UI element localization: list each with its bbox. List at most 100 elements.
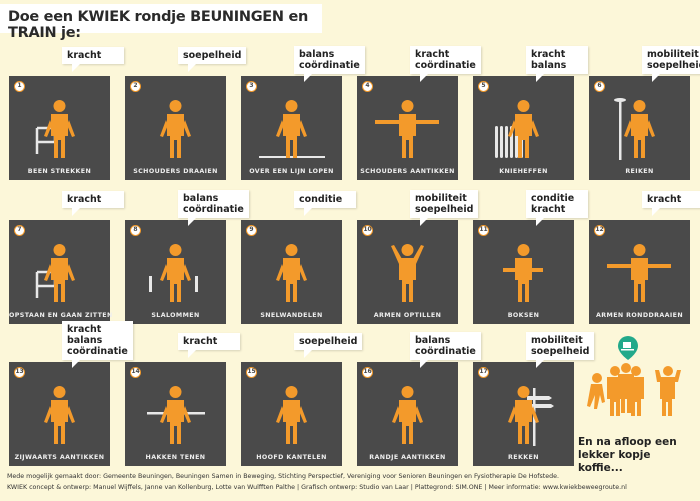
exercise-number: 11 xyxy=(478,225,489,236)
exercise-card: 15 HOOFD KANTELEN xyxy=(241,362,342,466)
benefit-bubble: soepelheid xyxy=(178,47,247,72)
exercise-number: 13 xyxy=(14,367,25,378)
exercise-number: 3 xyxy=(246,81,257,92)
exercise-label: RANDJE AANTIKKEN xyxy=(369,454,446,461)
exercise-card: 3 OVER EEN LIJN LOPEN xyxy=(241,76,342,180)
benefit-tag: kracht xyxy=(183,336,218,347)
exercise-card: 12 ARMEN RONDDRAAIEN xyxy=(589,220,690,324)
person-sit-stand-icon xyxy=(9,234,110,306)
benefit-bubble: kracht xyxy=(178,333,240,358)
benefit-bubble: balans coördinatie xyxy=(178,190,249,226)
exercise-label: REKKEN xyxy=(508,454,539,461)
benefit-bubble: mobiliteit soepelheid xyxy=(642,46,700,82)
benefit-bubble: kracht xyxy=(642,191,700,216)
benefit-tag: kracht xyxy=(67,50,102,61)
benefit-tag: soepelheid xyxy=(299,336,358,347)
exercise-card: 11 BOKSEN xyxy=(473,220,574,324)
person-side-tap-icon xyxy=(9,376,110,448)
exercise-card: 4 SCHOUDERS AANTIKKEN xyxy=(357,76,458,180)
benefit-tag: balans xyxy=(183,193,219,204)
benefit-bubble: kracht balans xyxy=(526,46,588,82)
benefit-tag: balans xyxy=(415,335,451,346)
benefit-tag: conditie xyxy=(531,193,575,204)
exercise-label: ZIJWAARTS AANTIKKEN xyxy=(14,454,105,461)
benefit-tag: conditie xyxy=(299,194,343,205)
footer-design-info: KWIEK concept & ontwerp: Manuel Wijffels… xyxy=(7,484,627,491)
person-head-tilt-icon xyxy=(241,376,342,448)
exercise-card: 5 KNIEHEFFEN xyxy=(473,76,574,180)
benefit-tag: mobiliteit xyxy=(647,49,699,60)
benefit-tag: coördinatie xyxy=(415,346,476,357)
benefit-tag: kracht xyxy=(67,194,102,205)
exercise-label: SCHOUDERS AANTIKKEN xyxy=(360,168,455,175)
exercise-card: 13 ZIJWAARTS AANTIKKEN xyxy=(9,362,110,466)
exercise-number: 2 xyxy=(130,81,141,92)
exercise-number: 7 xyxy=(14,225,25,236)
benefit-tag: kracht xyxy=(67,324,102,335)
exercise-label: REIKEN xyxy=(625,168,654,175)
exercise-card: 16 RANDJE AANTIKKEN xyxy=(357,362,458,466)
exercise-number: 1 xyxy=(14,81,25,92)
person-heel-toe-icon xyxy=(125,376,226,448)
person-arms-out-icon xyxy=(357,90,458,162)
person-boxing-icon xyxy=(473,234,574,306)
exercise-number: 16 xyxy=(362,367,373,378)
person-knee-lift-icon xyxy=(473,90,574,162)
exercise-card: 1 BEEN STREKKEN xyxy=(9,76,110,180)
benefit-tag: kracht xyxy=(647,194,682,205)
benefit-bubble: balans coördinatie xyxy=(410,332,481,368)
closing-line-2: lekker kopje koffie... xyxy=(578,449,651,474)
exercise-number: 8 xyxy=(130,225,141,236)
footer-credits: Mede mogelijk gemaakt door: Gemeente Beu… xyxy=(7,473,560,480)
exercise-number: 15 xyxy=(246,367,257,378)
person-fast-walk-icon xyxy=(241,234,342,306)
benefit-tag: coördinatie xyxy=(299,60,360,71)
exercise-label: OVER EEN LIJN LOPEN xyxy=(249,168,334,175)
coffee-group-illustration xyxy=(587,336,681,416)
exercise-label: SCHOUDERS DRAAIEN xyxy=(133,168,218,175)
benefit-bubble: soepelheid xyxy=(294,333,363,358)
person-shoulder-rotate-icon xyxy=(125,90,226,162)
benefit-bubble: mobiliteit soepelheid xyxy=(410,190,479,226)
person-walking-line-icon xyxy=(241,90,342,162)
exercise-label: ARMEN OPTILLEN xyxy=(373,312,442,319)
benefit-bubble: mobiliteit soepelheid xyxy=(526,332,595,368)
benefit-bubble: balans coördinatie xyxy=(294,46,365,82)
exercise-card: 17 REKKEN xyxy=(473,362,574,466)
benefit-tag: kracht xyxy=(531,49,566,60)
benefit-tag: soepelheid xyxy=(415,204,474,215)
benefit-tag: coördinatie xyxy=(415,60,476,71)
benefit-tag: soepelheid xyxy=(647,60,700,71)
exercise-label: OPSTAAN EN GAAN ZITTEN xyxy=(9,312,113,319)
benefit-tag: balans xyxy=(67,335,103,346)
person-step-tap-icon xyxy=(357,376,458,448)
person-arm-circles-icon xyxy=(589,234,690,306)
person-reaching-lamp-icon xyxy=(589,90,690,162)
benefit-bubble: kracht balans coördinatie xyxy=(62,321,133,368)
exercise-number: 14 xyxy=(130,367,141,378)
closing-text: En na afloop een lekker kopje koffie... xyxy=(578,436,698,475)
exercise-label: SNELWANDELEN xyxy=(260,312,323,319)
exercise-card: 6 REIKEN xyxy=(589,76,690,180)
exercise-label: BOKSEN xyxy=(507,312,540,319)
exercise-number: 9 xyxy=(246,225,257,236)
benefit-bubble: kracht xyxy=(62,191,124,216)
exercise-number: 5 xyxy=(478,81,489,92)
exercise-label: ARMEN RONDDRAAIEN xyxy=(596,312,683,319)
benefit-bubble: conditie kracht xyxy=(526,190,588,226)
exercise-number: 4 xyxy=(362,81,373,92)
benefit-tag: soepelheid xyxy=(531,346,590,357)
benefit-bubble: kracht coördinatie xyxy=(410,46,481,82)
exercise-label: BEEN STREKKEN xyxy=(27,168,92,175)
person-sitting-leg-extend-icon xyxy=(9,90,110,162)
page-title: Doe een KWIEK rondje BEUNINGEN en TRAIN … xyxy=(0,4,322,41)
exercise-number: 12 xyxy=(594,225,605,236)
benefit-tag: balans xyxy=(531,60,567,71)
exercise-number: 10 xyxy=(362,225,373,236)
exercise-card: 8 SLALOMMEN xyxy=(125,220,226,324)
benefit-tag: kracht xyxy=(531,204,566,215)
coffee-cup-icon xyxy=(623,342,631,348)
exercise-label: HAKKEN TENEN xyxy=(145,454,206,461)
benefit-tag: coördinatie xyxy=(67,346,128,357)
exercise-label: HOOFD KANTELEN xyxy=(256,454,327,461)
